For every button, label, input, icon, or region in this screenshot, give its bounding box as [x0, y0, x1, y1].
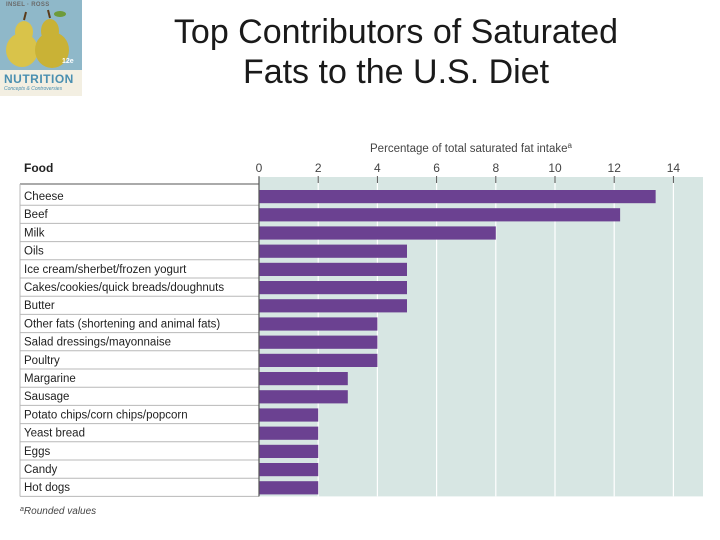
food-label: Candy	[24, 464, 57, 476]
logo-edition: 12e	[62, 58, 74, 65]
slide-title-line-1: Top Contributors of Saturated	[173, 13, 619, 51]
food-label: Cheese	[24, 191, 64, 203]
footnote: aRounded values	[20, 506, 96, 517]
x-tick-label: 12	[608, 161, 622, 175]
footnote-mark: a	[20, 506, 24, 513]
slide-title-line-2: Fats to the U.S. Diet	[242, 53, 550, 91]
bar	[259, 372, 348, 386]
x-tick-label: 0	[256, 161, 263, 175]
food-label: Margarine	[24, 373, 76, 385]
food-label: Butter	[24, 300, 55, 312]
x-tick-label: 14	[667, 161, 681, 175]
food-label: Cakes/cookies/quick breads/doughnuts	[24, 282, 224, 294]
food-label: Other fats (shortening and animal fats)	[24, 318, 220, 330]
bar	[259, 444, 319, 458]
footnote-text: Rounded values	[24, 506, 96, 517]
food-label: Ice cream/sherbet/frozen yogurt	[24, 264, 187, 276]
bar	[259, 190, 656, 204]
x-tick-label: 8	[492, 161, 499, 175]
food-label: Potato chips/corn chips/popcorn	[24, 409, 188, 421]
textbook-cover-logo: INSEL · ROSS 12e NUTRITION Concepts & Co…	[0, 0, 82, 96]
logo-authors: INSEL · ROSS	[6, 2, 50, 8]
bar	[259, 426, 319, 440]
x-tick-label: 6	[433, 161, 440, 175]
bar	[259, 226, 496, 240]
logo-subtitle: Concepts & Controversies	[4, 86, 63, 92]
bar	[259, 262, 407, 276]
bar	[259, 299, 407, 313]
x-tick-label: 2	[315, 161, 322, 175]
food-label: Beef	[24, 209, 48, 221]
pear-illustration-icon	[0, 0, 82, 70]
food-label: Poultry	[24, 355, 60, 367]
bar	[259, 244, 407, 258]
logo-title: NUTRITION	[4, 72, 74, 86]
food-label: Oils	[24, 246, 44, 258]
bar	[259, 208, 621, 222]
food-label: Eggs	[24, 446, 50, 458]
food-label: Hot dogs	[24, 482, 70, 494]
food-label: Salad dressings/mayonnaise	[24, 337, 171, 349]
x-axis-title: Percentage of total saturated fat intake…	[370, 141, 573, 155]
bar	[259, 281, 407, 295]
bar	[259, 353, 378, 367]
food-label: Yeast bread	[24, 428, 85, 440]
bar	[259, 335, 378, 349]
food-column-header: Food	[24, 161, 53, 175]
bar	[259, 408, 319, 422]
slide-title: Top Contributors of Saturated Fats to th…	[100, 12, 692, 92]
food-label: Milk	[24, 227, 45, 239]
bar	[259, 317, 378, 331]
food-label: Sausage	[24, 391, 69, 403]
bar	[259, 390, 348, 404]
x-tick-label: 4	[374, 161, 381, 175]
x-axis-title-footnote-mark: a	[568, 141, 573, 150]
bar	[259, 481, 319, 495]
x-tick-label: 10	[548, 161, 562, 175]
bar	[259, 463, 319, 477]
